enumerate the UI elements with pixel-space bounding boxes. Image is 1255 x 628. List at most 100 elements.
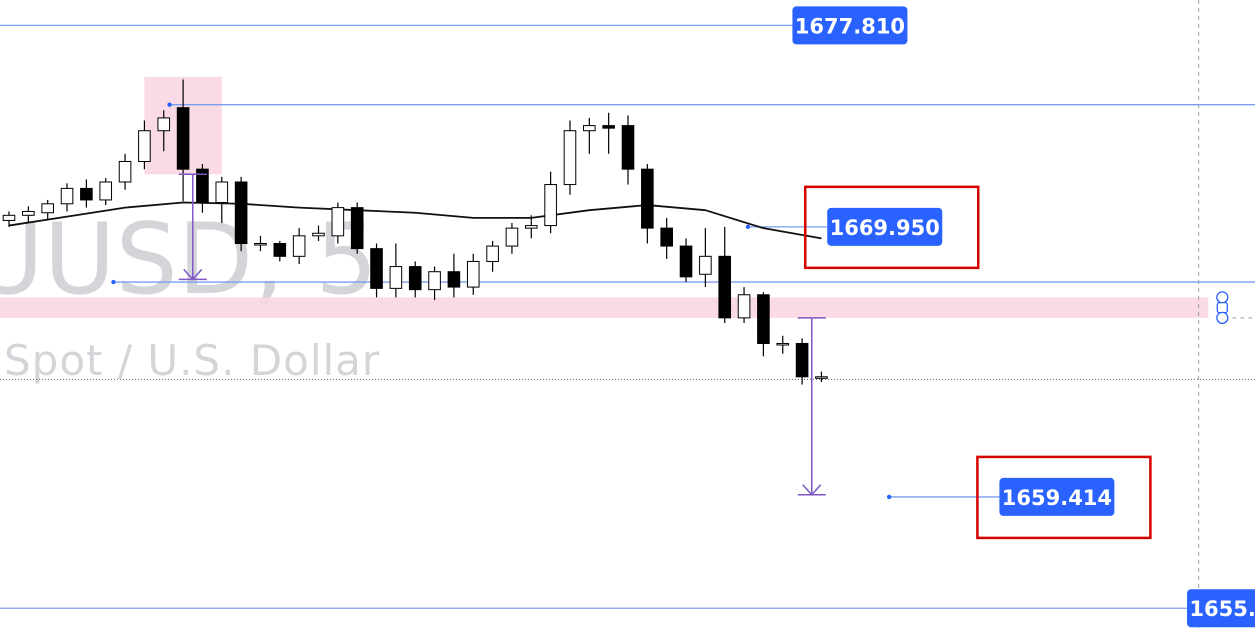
highlight-zone <box>0 297 1209 318</box>
candle-body <box>524 225 538 229</box>
candle-body <box>2 214 16 221</box>
level-anchor-dot <box>745 224 751 230</box>
price-label <box>827 207 943 246</box>
zone-resize-handle-bottom[interactable] <box>1216 311 1229 324</box>
candle-body <box>757 294 770 344</box>
candle <box>273 240 287 262</box>
symbol-watermark: UUSD, 5 Spot / U.S. Dollar <box>0 203 380 385</box>
measure-arrow <box>178 173 207 281</box>
candle <box>544 171 557 234</box>
candle <box>196 164 209 213</box>
candle <box>41 199 54 220</box>
level-anchor-dot <box>886 494 892 500</box>
candle <box>157 110 171 152</box>
candle <box>583 117 596 154</box>
price-label-text: 1659.414 <box>1002 486 1112 510</box>
candle <box>22 206 35 224</box>
candle-body <box>660 227 673 247</box>
candle-body <box>350 207 364 250</box>
candle-body <box>118 160 132 183</box>
candle <box>234 176 248 252</box>
candle <box>776 335 790 354</box>
watermark-description: Spot / U.S. Dollar <box>4 336 380 385</box>
price-label-text: 1655.071 <box>1189 597 1255 621</box>
candle-body <box>99 181 113 201</box>
candle <box>80 179 93 208</box>
price-label <box>1187 589 1255 628</box>
candle-body <box>718 255 732 319</box>
candle-body <box>389 266 403 289</box>
measure-arrows <box>178 173 826 496</box>
price-label-text: 1669.950 <box>830 216 940 240</box>
callout-box <box>803 185 980 270</box>
candle-body <box>254 243 267 246</box>
candle-body <box>428 271 441 291</box>
candle <box>312 225 325 241</box>
candle-body <box>737 294 751 319</box>
candle-body <box>331 207 345 237</box>
candle <box>2 211 16 227</box>
candle-body <box>60 187 74 205</box>
candle <box>60 183 74 212</box>
candle <box>370 243 383 298</box>
candle-body <box>544 184 557 227</box>
candle-body <box>157 117 171 132</box>
candle-body <box>563 130 577 186</box>
candle <box>660 217 673 259</box>
candle-body <box>41 203 54 214</box>
price-label <box>792 6 908 45</box>
candle <box>718 226 732 323</box>
candle <box>486 240 499 272</box>
measure-arrow <box>797 317 826 496</box>
candlestick-series <box>2 79 828 385</box>
measure-arrow-head <box>802 484 822 496</box>
candle-body <box>273 243 287 257</box>
candle-body <box>80 187 93 201</box>
candle <box>641 164 654 244</box>
candle-body <box>776 342 790 346</box>
price-label <box>999 477 1115 516</box>
candle <box>795 338 809 385</box>
candle <box>408 261 422 298</box>
candle <box>428 266 441 300</box>
candle-body <box>312 232 325 237</box>
candle-body <box>138 130 151 162</box>
candle <box>602 112 615 154</box>
candle <box>389 243 403 298</box>
candle-body <box>486 245 499 262</box>
level-anchor-dot <box>111 279 116 285</box>
callout-box <box>976 455 1152 540</box>
candle <box>118 153 132 190</box>
candle <box>350 202 364 254</box>
zone-move-handle[interactable] <box>1216 301 1228 314</box>
candle <box>176 79 190 202</box>
candle-body <box>215 181 229 203</box>
moving-average <box>8 201 822 240</box>
candle-body <box>699 255 712 275</box>
candle-body <box>22 210 35 216</box>
candle <box>466 253 480 295</box>
candle <box>679 238 693 282</box>
candle-body <box>196 168 209 203</box>
candle-body <box>583 125 596 132</box>
candle-body <box>621 125 635 170</box>
measure-arrow-head <box>183 268 203 281</box>
candle-body <box>408 266 422 291</box>
price-label-text: 1677.810 <box>795 14 905 38</box>
candle <box>737 287 751 323</box>
candle <box>331 202 345 244</box>
candle-body <box>815 376 828 379</box>
candle <box>215 176 229 224</box>
candle-body <box>292 235 306 257</box>
candle <box>99 178 113 206</box>
zone-resize-handle-top[interactable] <box>1216 291 1229 304</box>
candle-body <box>679 245 693 278</box>
zone-handles[interactable] <box>1216 291 1229 324</box>
candle <box>524 215 538 239</box>
candle-body <box>176 107 190 170</box>
level-anchor-dot <box>167 102 172 107</box>
candle-body <box>370 248 383 289</box>
candle <box>699 228 712 288</box>
candle-body <box>466 260 480 288</box>
